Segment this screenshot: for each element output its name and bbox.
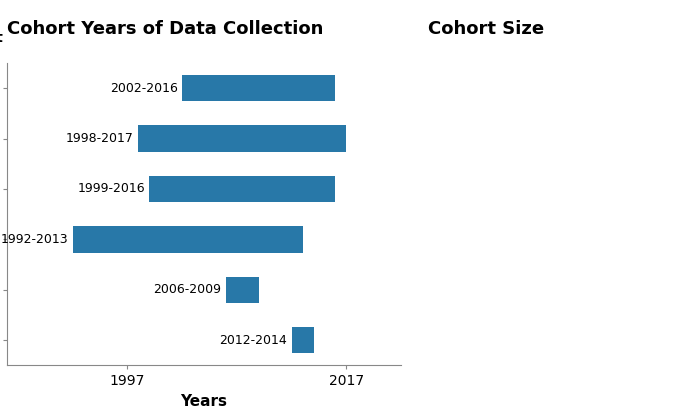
Bar bbox=[138, 126, 346, 152]
Bar bbox=[226, 277, 259, 303]
Bar bbox=[182, 75, 335, 101]
Bar bbox=[149, 176, 335, 202]
Text: 2006-2009: 2006-2009 bbox=[154, 284, 222, 296]
Text: 1992-2013: 1992-2013 bbox=[1, 233, 68, 246]
Text: 1998-2017: 1998-2017 bbox=[66, 132, 134, 145]
Text: Cohort Years of Data Collection: Cohort Years of Data Collection bbox=[7, 20, 323, 38]
Bar bbox=[292, 327, 313, 353]
Text: 2002-2016: 2002-2016 bbox=[110, 82, 177, 94]
Bar bbox=[73, 226, 303, 252]
Text: 1999-2016: 1999-2016 bbox=[78, 183, 145, 195]
Text: 2012-2014: 2012-2014 bbox=[220, 334, 287, 346]
Text: Cohort: Cohort bbox=[0, 31, 3, 45]
X-axis label: Years: Years bbox=[180, 394, 228, 409]
Text: Blood donors: Blood donors bbox=[448, 99, 551, 113]
Text: n=321,718: n=321,718 bbox=[448, 136, 526, 150]
Text: Cohort Size: Cohort Size bbox=[428, 20, 545, 38]
